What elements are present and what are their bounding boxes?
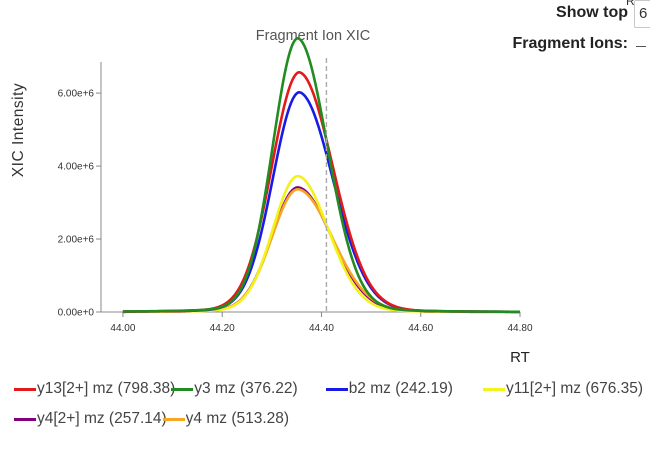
series-line[interactable]: [122, 187, 520, 314]
series-line[interactable]: [122, 174, 520, 314]
show-top-label: Show top: [556, 4, 628, 21]
legend-item[interactable]: y4 mz (513.28): [162, 410, 290, 428]
legend-swatch: [162, 417, 185, 421]
xic-chart: Fragment Ion XIC XIC Intensity RT 0.00e+…: [10, 28, 533, 366]
series-layer: [122, 36, 521, 314]
legend-item[interactable]: y13[2+] mz (798.38): [14, 380, 175, 398]
rt-label: RT: [626, 0, 642, 8]
chart-title: Fragment Ion XIC: [256, 28, 370, 44]
y-tick-label: 0.00e+0: [58, 308, 95, 319]
series-line[interactable]: [122, 186, 520, 314]
legend-swatch: [171, 387, 194, 391]
legend-item[interactable]: y3 mz (376.22): [171, 380, 298, 398]
fragment-ions-dash: [636, 46, 646, 47]
y-tick-label: 2.00e+6: [58, 235, 95, 246]
x-tick-label: 44.20: [210, 323, 235, 334]
legend-swatch: [14, 417, 36, 421]
legend-row: y4[2+] mz (257.14) y4 mz (513.28): [14, 404, 650, 434]
legend-label: y4[2+] mz (257.14): [37, 410, 167, 427]
y-axis-label: XIC Intensity: [10, 83, 27, 177]
x-tick-label: 44.00: [110, 323, 135, 334]
legend-swatch: [14, 387, 36, 391]
y-tick-label: 6.00e+6: [58, 89, 95, 100]
legend-label: y13[2+] mz (798.38): [37, 380, 176, 397]
legend-row: y13[2+] mz (798.38) y3 mz (376.22) b2 mz…: [14, 374, 650, 404]
series-line[interactable]: [122, 36, 521, 314]
legend-swatch: [482, 387, 505, 391]
legend: y13[2+] mz (798.38) y3 mz (376.22) b2 mz…: [14, 374, 650, 434]
x-tick-label: 44.80: [507, 323, 532, 334]
legend-item[interactable]: b2 mz (242.19): [325, 380, 453, 398]
x-tick-label: 44.40: [309, 323, 334, 334]
x-axis-label: RT: [510, 349, 530, 366]
axes: 0.00e+0 2.00e+6 4.00e+6 6.00e+6 44.00 44.20 44…: [58, 62, 533, 334]
legend-label: y11[2+] mz (676.35): [505, 380, 644, 397]
legend-item[interactable]: y4[2+] mz (257.14): [14, 410, 167, 428]
legend-label: y4 mz (513.28): [185, 410, 290, 427]
show-top-input[interactable]: 6: [634, 0, 650, 28]
legend-label: y3 mz (376.22): [194, 380, 298, 397]
top-controls: RT Show top 6 Fragment Ions:: [500, 0, 650, 60]
y-tick-label: 4.00e+6: [58, 162, 95, 173]
fragment-ions-label: Fragment Ions:: [512, 35, 628, 52]
legend-swatch: [325, 387, 348, 391]
legend-label: b2 mz (242.19): [348, 380, 453, 397]
legend-item[interactable]: y11[2+] mz (676.35): [482, 380, 644, 398]
x-tick-label: 44.60: [408, 323, 433, 334]
